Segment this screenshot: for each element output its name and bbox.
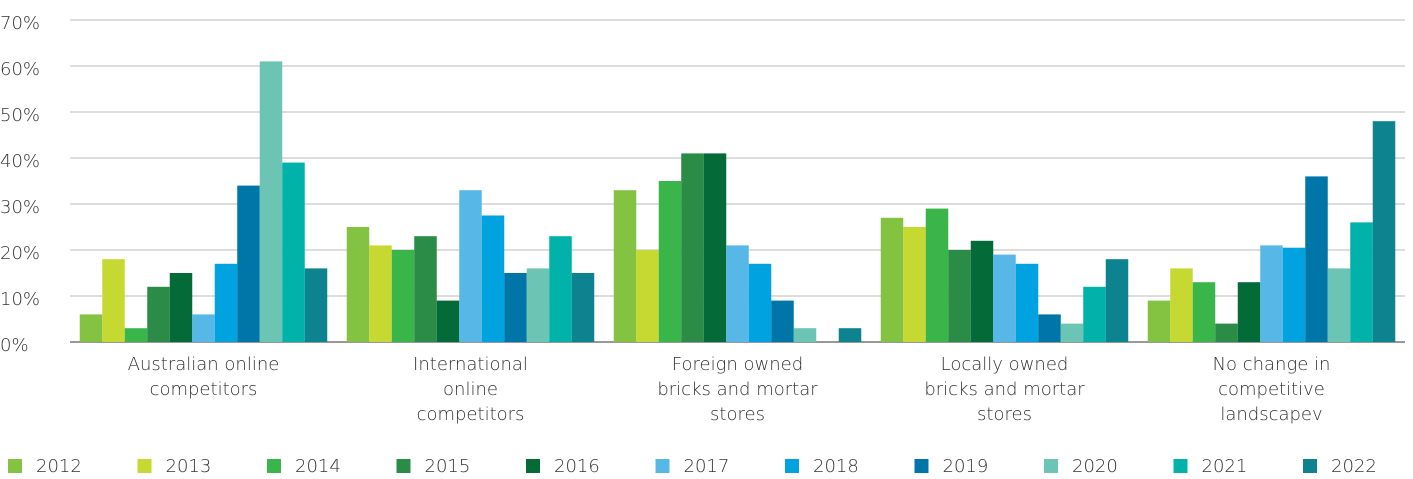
- bar: [504, 273, 527, 342]
- bar: [838, 328, 862, 342]
- legend-label: 2012: [36, 456, 82, 477]
- bar: [726, 245, 749, 342]
- bar: [79, 314, 103, 342]
- bar: [459, 190, 482, 342]
- legend-label: 2013: [166, 456, 212, 477]
- legend-swatch: [267, 459, 281, 473]
- bar: [436, 300, 460, 342]
- legend-swatch: [137, 459, 152, 473]
- legend-swatch: [655, 459, 670, 473]
- bar: [925, 208, 949, 342]
- x-tick-label: stores: [977, 404, 1032, 425]
- bar: [1350, 222, 1373, 342]
- y-tick-label: 60%: [0, 59, 40, 80]
- bar: [1237, 282, 1261, 342]
- bar: [124, 328, 148, 342]
- bar: [1105, 259, 1129, 342]
- legend-label: 2015: [425, 456, 471, 477]
- x-tick-label: competitive: [1218, 379, 1325, 400]
- bar: [391, 250, 415, 342]
- bar: [636, 250, 659, 342]
- x-tick-label: bricks and mortar: [657, 379, 818, 400]
- bar: [549, 236, 572, 342]
- x-tick-label: Australian online: [128, 354, 280, 375]
- bar: [1060, 323, 1084, 342]
- bar: [481, 215, 505, 342]
- x-tick-label: International: [413, 354, 528, 375]
- bar: [147, 286, 170, 342]
- bar: [1282, 247, 1306, 342]
- legend-swatch: [785, 459, 799, 473]
- legend-label: 2018: [813, 456, 859, 477]
- bar: [526, 268, 550, 342]
- legend-swatch: [1173, 459, 1188, 473]
- legend-swatch: [396, 459, 411, 473]
- y-tick-label: 50%: [0, 105, 40, 126]
- x-tick-label: online: [443, 379, 498, 400]
- bar: [237, 185, 260, 342]
- bar: [192, 314, 215, 342]
- legend-label: 2014: [295, 456, 341, 477]
- bar: [1038, 314, 1061, 342]
- bar: [903, 227, 926, 342]
- x-tick-label: Foreign owned: [672, 354, 803, 375]
- legend-label: 2019: [943, 456, 989, 477]
- bar: [369, 245, 392, 342]
- bar: [613, 190, 637, 342]
- bar: [169, 273, 193, 342]
- bar: [703, 153, 727, 342]
- legend-swatch: [1303, 459, 1317, 473]
- bar: [1083, 286, 1106, 342]
- legend-label: 2020: [1072, 456, 1118, 477]
- bar: [880, 217, 904, 342]
- bar: [658, 181, 682, 342]
- y-tick-label: 40%: [0, 151, 40, 172]
- bar: [304, 268, 328, 342]
- bar: [1170, 268, 1193, 342]
- bar: [793, 328, 817, 342]
- bar: [346, 227, 370, 342]
- bar: [1260, 245, 1283, 342]
- y-tick-label: 70%: [0, 13, 40, 34]
- bar: [414, 236, 437, 342]
- bar: [102, 259, 125, 342]
- x-tick-label: landscapev: [1220, 404, 1322, 425]
- y-tick-label: 10%: [0, 289, 40, 310]
- bar: [970, 240, 994, 342]
- legend-label: 2021: [1202, 456, 1248, 477]
- x-tick-label: competitors: [150, 379, 258, 400]
- x-tick-label: No change in: [1213, 354, 1331, 375]
- bar: [214, 263, 238, 342]
- bar: [681, 153, 704, 342]
- bar: [948, 250, 971, 342]
- legend-label: 2022: [1331, 456, 1377, 477]
- bar: [1147, 300, 1171, 342]
- bar: [1305, 176, 1328, 342]
- legend-swatch: [1044, 459, 1058, 473]
- x-tick-label: Locally owned: [941, 354, 1069, 375]
- bar: [282, 162, 305, 342]
- legend-swatch: [914, 459, 929, 473]
- bar: [748, 263, 772, 342]
- bar: [771, 300, 794, 342]
- y-tick-label: 20%: [0, 243, 40, 264]
- bar: [1327, 268, 1351, 342]
- legend-swatch: [526, 459, 540, 473]
- legend-label: 2016: [554, 456, 600, 477]
- bar: [1372, 121, 1396, 342]
- legend-label: 2017: [684, 456, 730, 477]
- bar: [1192, 282, 1216, 342]
- x-tick-label: competitors: [417, 404, 525, 425]
- y-tick-label: 30%: [0, 197, 40, 218]
- y-tick-label: 0%: [0, 335, 29, 356]
- bar: [1215, 323, 1238, 342]
- x-tick-label: stores: [710, 404, 765, 425]
- bar: [259, 61, 283, 343]
- x-tick-label: bricks and mortar: [924, 379, 1085, 400]
- bar: [571, 273, 595, 342]
- legend-swatch: [8, 459, 22, 473]
- bar: [993, 254, 1016, 342]
- bar: [1015, 263, 1039, 342]
